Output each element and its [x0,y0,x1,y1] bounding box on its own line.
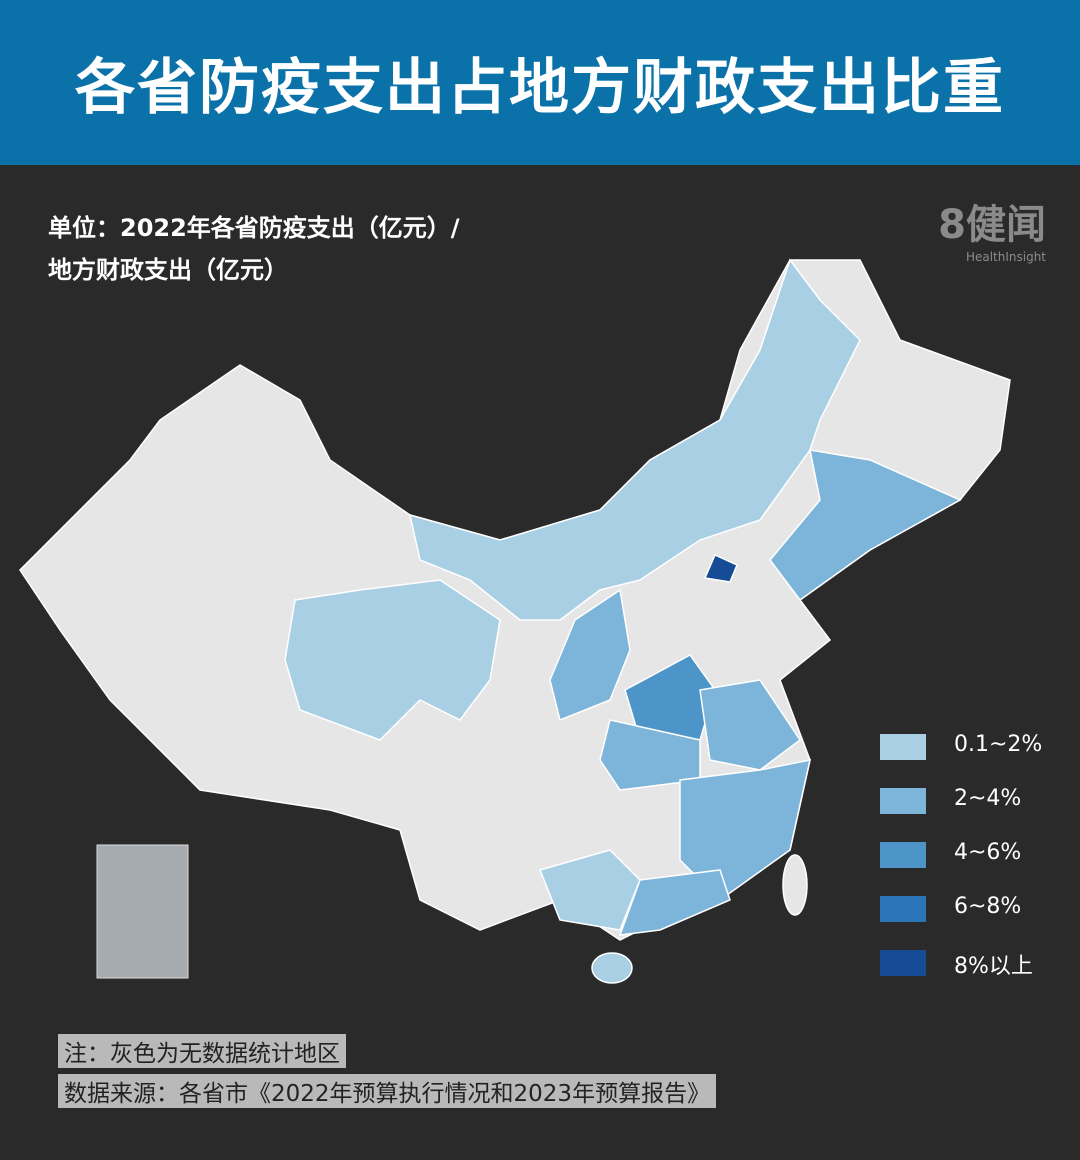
legend-label: 6~8% [954,894,1022,919]
legend-swatch [880,896,926,922]
source: 数据来源：各省市《2022年预算执行情况和2023年预算报告》 [58,1074,717,1108]
region [699,679,802,771]
map [19,258,1011,984]
logo-sub: HealthInsight [965,250,1046,264]
legend-label: 4~6% [954,840,1022,865]
region [549,588,631,722]
region [679,759,811,901]
inset-map [96,844,189,979]
legend-label: 2~4% [954,786,1022,811]
region [769,449,962,602]
title: 各省防疫支出占地方财政支出比重 [0,0,1080,165]
legend-swatch [880,950,926,976]
region [703,554,738,583]
legend-swatch [880,842,926,868]
logo-mark: 8健闻 [938,202,1046,248]
region [618,869,731,936]
legend-label: 8%以上 [954,954,1033,979]
region [599,719,701,791]
logo: 8健闻 HealthInsight [938,192,1046,264]
region [408,258,861,621]
region [538,849,641,931]
island [782,854,808,916]
note: 注：灰色为无数据统计地区 [58,1034,346,1068]
subtitle: 单位：2022年各省防疫支出（亿元）/ [48,214,460,242]
region [284,579,501,741]
legend-label: 0.1~2% [954,732,1043,757]
subtitle: 地方财政支出（亿元） [48,256,288,284]
legend-swatch [880,788,926,814]
region [591,952,633,984]
legend-swatch [880,734,926,760]
